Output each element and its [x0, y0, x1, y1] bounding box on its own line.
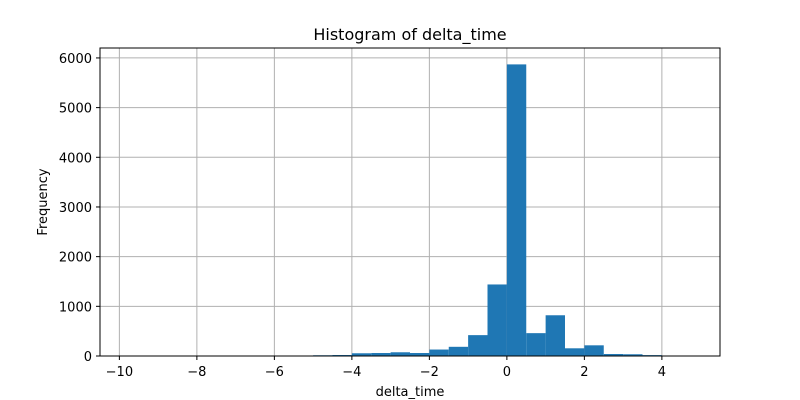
- histogram-bar: [603, 354, 624, 356]
- histogram-bar: [410, 353, 430, 356]
- histogram-bar: [565, 348, 585, 356]
- y-tick-label: 0: [84, 350, 92, 365]
- histogram-bar: [468, 335, 488, 356]
- y-tick-label: 3000: [59, 201, 92, 216]
- plot-frame: [99, 47, 721, 357]
- y-tick-label: 6000: [59, 52, 92, 67]
- x-tick-label: 2: [580, 365, 588, 380]
- x-tick-label: −2: [420, 365, 439, 380]
- histogram-bar: [506, 64, 527, 356]
- y-axis-title: Frequency: [36, 168, 51, 235]
- x-tick-label: −6: [265, 365, 284, 380]
- y-tick-label: 5000: [59, 102, 92, 117]
- y-tick-label: 2000: [59, 251, 92, 266]
- x-axis-title: delta_time: [376, 385, 445, 400]
- y-tick-label: 1000: [59, 300, 92, 315]
- histogram-bar: [351, 353, 372, 356]
- histogram-bar: [545, 315, 565, 356]
- x-tick-label: −10: [106, 365, 133, 380]
- histogram-bar: [371, 353, 391, 356]
- histogram-bar: [584, 345, 604, 356]
- x-tick-label: −4: [342, 365, 361, 380]
- histogram-bar: [448, 346, 469, 356]
- histogram-bar: [623, 354, 643, 356]
- histogram-bar: [429, 349, 449, 356]
- y-tick-label: 4000: [59, 151, 92, 166]
- histogram-bar: [390, 352, 410, 356]
- x-tick-label: −8: [187, 365, 206, 380]
- x-tick-label: 0: [503, 365, 511, 380]
- bars-layer: [119, 64, 701, 356]
- histogram-bar: [526, 333, 546, 356]
- chart-title: Histogram of delta_time: [313, 25, 506, 45]
- ticks-layer: −10 −8 −6 −4 −2 0 2 4 0 1000 2000 3000 4000 5000 6000: [59, 52, 666, 380]
- histogram-bar: [487, 284, 507, 356]
- x-tick-label: 4: [658, 365, 666, 380]
